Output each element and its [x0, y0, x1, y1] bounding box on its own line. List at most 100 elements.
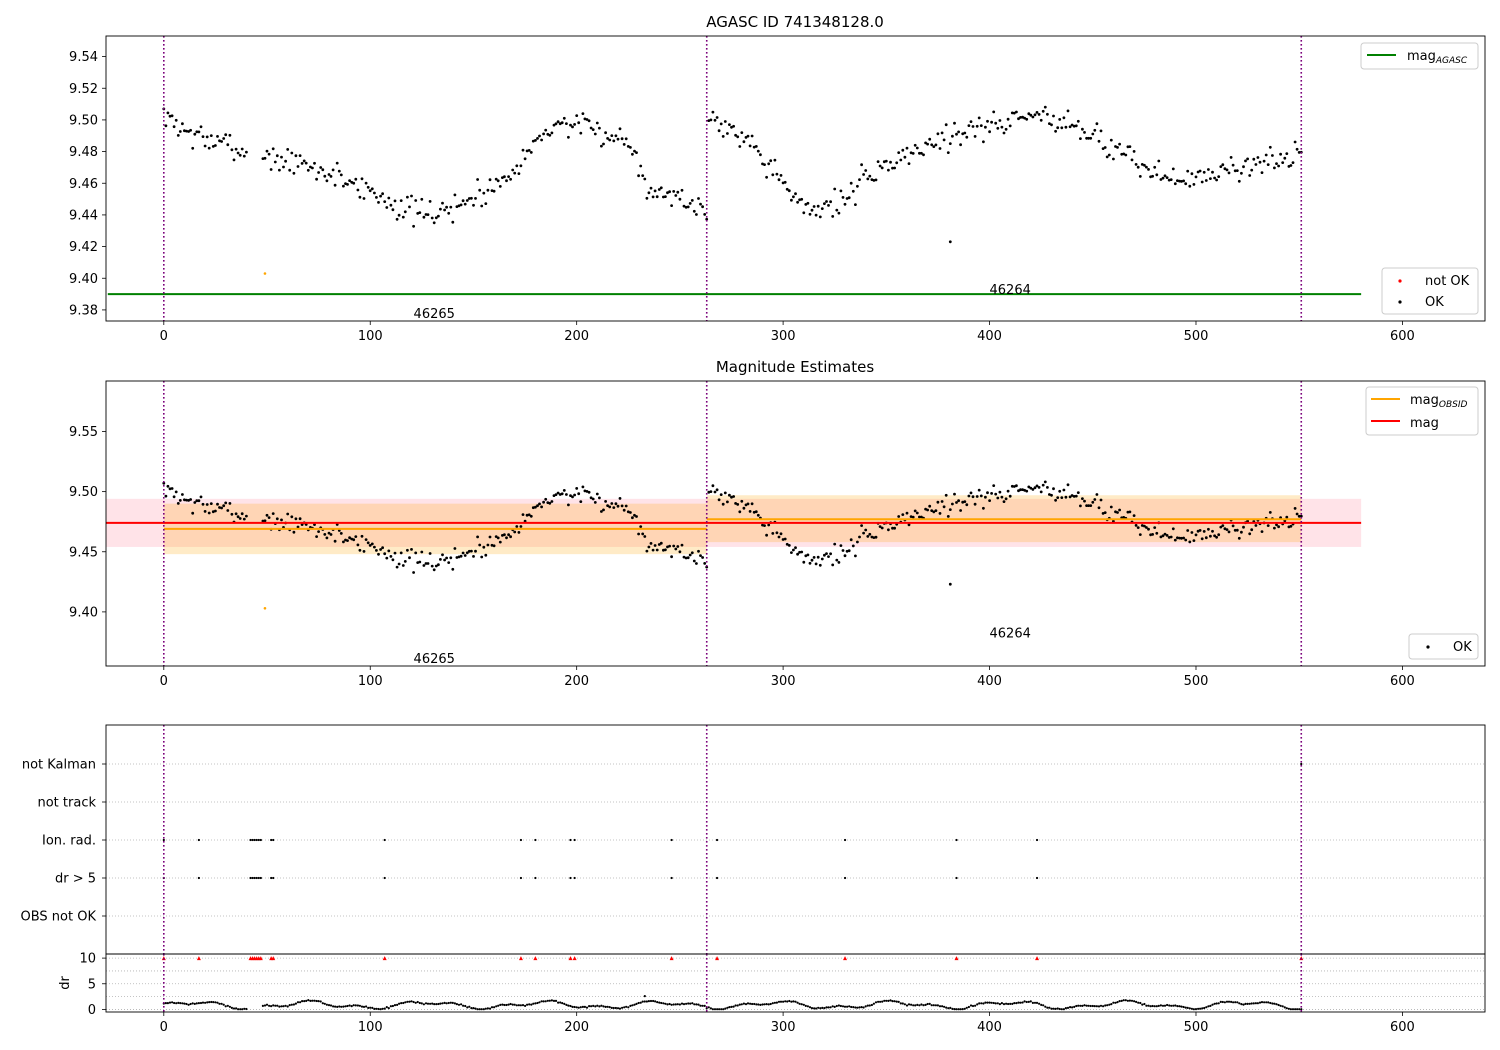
ok-point [633, 149, 636, 153]
dr-point [362, 1005, 366, 1009]
ok-point [1244, 159, 1247, 163]
dr-clipped-marker [382, 956, 387, 961]
ok-point [323, 533, 327, 536]
ok-point [494, 535, 498, 538]
ok-point [707, 119, 711, 122]
ok-point [560, 492, 564, 496]
ok-point [657, 188, 661, 191]
dr-point [868, 1004, 871, 1007]
dr-point [808, 1006, 812, 1009]
ok-point [1248, 532, 1252, 536]
dr-point [354, 1004, 357, 1007]
ok-point [942, 138, 946, 142]
dr-point [670, 1003, 673, 1006]
dr-point [1277, 1003, 1280, 1007]
dr-point [1118, 1000, 1121, 1003]
ok-point [992, 484, 996, 487]
ok-point [174, 118, 178, 122]
x-tick-label: 0 [160, 329, 168, 344]
ok-point [1153, 165, 1157, 169]
ok-point [1169, 535, 1173, 539]
ok-point [602, 508, 605, 512]
x-tick-label: 400 [977, 674, 1002, 689]
dr-point [416, 1000, 419, 1004]
ok-point [1109, 505, 1113, 509]
dr-point [1025, 1000, 1028, 1004]
ok-point [1025, 489, 1029, 493]
ok-point [408, 556, 411, 560]
ok-point [426, 562, 430, 565]
ok-point [1256, 156, 1260, 159]
panel-agasc-points [107, 105, 1362, 296]
ok-point [742, 140, 746, 144]
dr-point [1120, 999, 1123, 1003]
ok-point [1200, 537, 1204, 541]
ok-point [1192, 183, 1196, 186]
x-tick-label: 0 [160, 1020, 168, 1035]
ok-point [422, 564, 426, 567]
dr-point [815, 1007, 818, 1010]
ok-point [1169, 178, 1173, 182]
flag-point [257, 838, 260, 842]
ok-point [643, 177, 647, 181]
ok-point [1289, 164, 1293, 167]
dr-point [984, 1001, 987, 1004]
ok-point [651, 548, 655, 552]
dr-clipped-marker [1035, 956, 1040, 961]
ok-point [552, 123, 556, 127]
ok-point [1000, 495, 1004, 499]
dr-clipped-marker [533, 956, 538, 961]
ok-point [887, 168, 890, 172]
ok-point [866, 535, 870, 538]
ok-point [1190, 172, 1194, 176]
ok-point [994, 492, 998, 496]
ok-point [1143, 524, 1146, 528]
ok-point [612, 506, 616, 509]
dr-point [521, 1004, 525, 1007]
ok-point [932, 510, 936, 514]
ok-point [593, 501, 597, 504]
ok-point [973, 502, 977, 506]
ok-point [191, 511, 195, 515]
dr-point [241, 1008, 244, 1011]
dr-point [1087, 1004, 1090, 1007]
ok-point [550, 500, 554, 503]
ok-point [486, 188, 490, 192]
dr-point [540, 1000, 543, 1003]
ok-point [1002, 131, 1006, 135]
ok-point [490, 543, 494, 547]
dr-point [1110, 1003, 1113, 1006]
ok-point [1046, 486, 1049, 489]
ok-point [637, 532, 640, 536]
ok-point [1054, 129, 1057, 133]
ok-point [482, 545, 486, 549]
dr-point [173, 1001, 176, 1005]
ok-point [465, 199, 469, 202]
ok-point [585, 118, 589, 121]
ok-point [963, 131, 967, 135]
ok-point [185, 498, 188, 502]
dr-point [852, 1006, 855, 1009]
ok-point [746, 134, 750, 138]
ok-point [759, 153, 762, 157]
ok-point [418, 211, 422, 215]
x-tick-label: 500 [1184, 329, 1209, 344]
ok-point [1211, 170, 1214, 174]
ok-point [420, 550, 424, 554]
dr-point [831, 1005, 834, 1008]
dr-point [784, 1000, 787, 1003]
dr-point [912, 1004, 915, 1007]
dr-point [1052, 1007, 1055, 1010]
panel-dr-gridlines [106, 957, 1485, 1010]
ok-point [385, 556, 389, 560]
ok-point [327, 173, 331, 176]
ok-point [719, 122, 723, 126]
ok-point [370, 542, 374, 546]
ok-point [339, 173, 343, 177]
ok-point [1066, 483, 1070, 487]
dr-point [1056, 1007, 1059, 1010]
dr-point [290, 1003, 293, 1006]
ok-point [275, 154, 279, 158]
ok-point [670, 555, 673, 559]
dr-point [546, 999, 549, 1002]
